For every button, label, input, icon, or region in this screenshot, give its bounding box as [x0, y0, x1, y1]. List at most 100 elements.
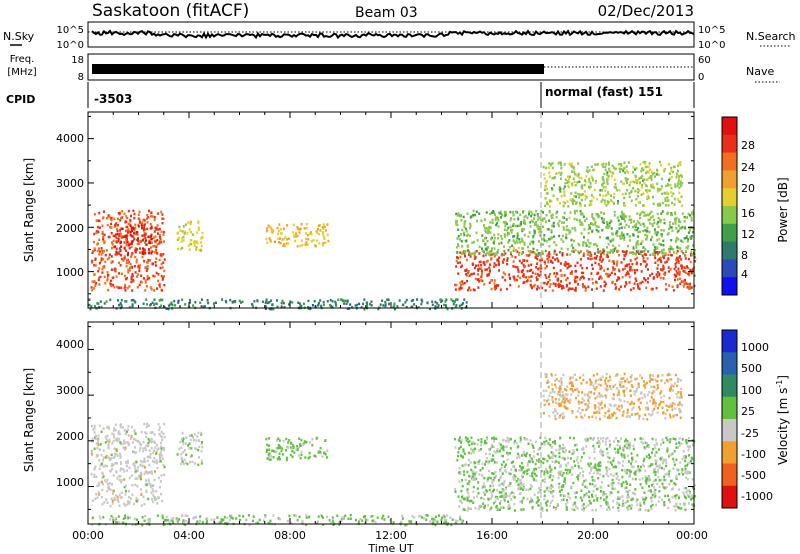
- velocity-cell: [644, 508, 647, 512]
- velocity-cell: [663, 503, 666, 507]
- power-cell: [143, 219, 146, 222]
- power-cell: [575, 173, 578, 177]
- velocity-cell: [572, 481, 575, 485]
- velocity-cell: [470, 436, 473, 439]
- velocity-cell: [594, 466, 597, 469]
- power-cell: [666, 199, 669, 203]
- velocity-cell: [562, 485, 565, 488]
- velocity-cell: [595, 468, 598, 472]
- power-cell: [606, 182, 609, 186]
- power-ytick-3000: 3000: [56, 177, 84, 190]
- power-cell: [677, 179, 680, 182]
- power-cell: [639, 201, 642, 204]
- velocity-cell: [478, 473, 481, 476]
- power-cell: [688, 287, 691, 290]
- velocity-cell: [496, 508, 499, 511]
- power-cell: [522, 281, 525, 285]
- velocity-cell: [654, 459, 657, 462]
- power-cell: [687, 244, 690, 248]
- velocity-cell: [91, 437, 94, 441]
- velocity-cell: [502, 497, 505, 500]
- velocity-cell: [668, 454, 670, 458]
- power-cell: [517, 216, 520, 220]
- velocity-cell: [540, 460, 543, 463]
- power-cell: [588, 242, 591, 245]
- power-cell: [615, 286, 618, 289]
- power-cell: [662, 244, 665, 247]
- power-cell: [568, 216, 571, 220]
- power-cell: [410, 305, 413, 309]
- power-cell: [597, 225, 600, 228]
- velocity-cell: [459, 436, 461, 439]
- power-cell: [656, 190, 659, 193]
- velocity-cell: [141, 460, 144, 464]
- velocity-cell: [616, 501, 619, 505]
- velocity-cell: [626, 506, 629, 509]
- velocity-cell: [506, 453, 509, 456]
- velocity-cell: [565, 449, 567, 452]
- power-cell: [625, 281, 627, 284]
- velocity-cell: [535, 467, 537, 471]
- power-cell: [305, 237, 308, 241]
- velocity-cell: [143, 457, 146, 460]
- power-cell: [617, 277, 620, 281]
- velocity-cell: [570, 465, 573, 469]
- power-cell: [191, 233, 194, 236]
- power-cell: [98, 247, 100, 250]
- power-cell: [679, 160, 682, 164]
- velocity-cell: [135, 470, 138, 473]
- power-cell: [279, 237, 281, 240]
- power-cell: [659, 256, 662, 260]
- velocity-cell: [143, 459, 146, 463]
- power-cell: [460, 283, 463, 286]
- power-cell: [627, 244, 629, 248]
- velocity-cell: [464, 478, 467, 482]
- velocity-cell: [661, 456, 663, 459]
- velocity-cell: [604, 379, 607, 382]
- velocity-cell: [156, 444, 159, 447]
- power-cell: [601, 219, 604, 222]
- velocity-cell: [149, 483, 152, 486]
- velocity-cell: [531, 506, 534, 509]
- velocity-cell: [109, 488, 112, 491]
- velocity-cell: [145, 483, 148, 487]
- power-cell: [626, 177, 629, 181]
- velocity-cell: [678, 496, 680, 500]
- power-cell: [573, 209, 576, 213]
- velocity-cell: [654, 492, 656, 496]
- velocity-cell: [581, 499, 583, 502]
- power-cell: [578, 176, 581, 179]
- velocity-cell: [500, 463, 503, 466]
- power-cell: [93, 247, 96, 250]
- power-cell: [532, 247, 535, 251]
- power-cell: [580, 258, 582, 261]
- power-cell: [558, 186, 561, 189]
- velocity-cell: [529, 474, 532, 478]
- velocity-cell: [189, 438, 192, 442]
- power-cell: [481, 249, 484, 253]
- power-cell: [658, 272, 661, 275]
- power-cell: [559, 269, 562, 272]
- power-cell: [633, 224, 636, 227]
- power-cell: [517, 270, 520, 273]
- velocity-cell: [479, 505, 482, 508]
- velocity-cell: [656, 411, 659, 414]
- power-cell: [157, 228, 160, 231]
- velocity-cell: [493, 488, 496, 492]
- power-cell: [480, 274, 483, 277]
- velocity-cell: [94, 497, 97, 501]
- power-cell: [592, 217, 595, 220]
- power-cell: [456, 243, 459, 246]
- power-cell: [130, 227, 133, 231]
- velocity-cell: [106, 489, 109, 493]
- velocity-cell: [311, 437, 314, 441]
- velocity-cell: [558, 473, 561, 477]
- velocity-cell: [102, 456, 105, 459]
- power-cell: [637, 286, 640, 290]
- power-cell: [462, 215, 465, 219]
- velocity-cell: [554, 454, 557, 458]
- velocity-cell: [124, 432, 127, 436]
- velocity-cell: [101, 481, 103, 484]
- power-cell: [144, 252, 147, 255]
- velocity-cell: [599, 442, 601, 445]
